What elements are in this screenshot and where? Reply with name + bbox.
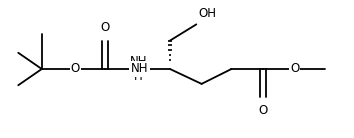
Text: NH
H: NH H (130, 55, 147, 83)
Text: O: O (70, 63, 80, 75)
Text: O: O (101, 21, 110, 34)
Text: O: O (290, 63, 299, 75)
Text: NH: NH (131, 63, 149, 75)
Text: O: O (258, 104, 268, 117)
Text: OH: OH (198, 7, 216, 20)
